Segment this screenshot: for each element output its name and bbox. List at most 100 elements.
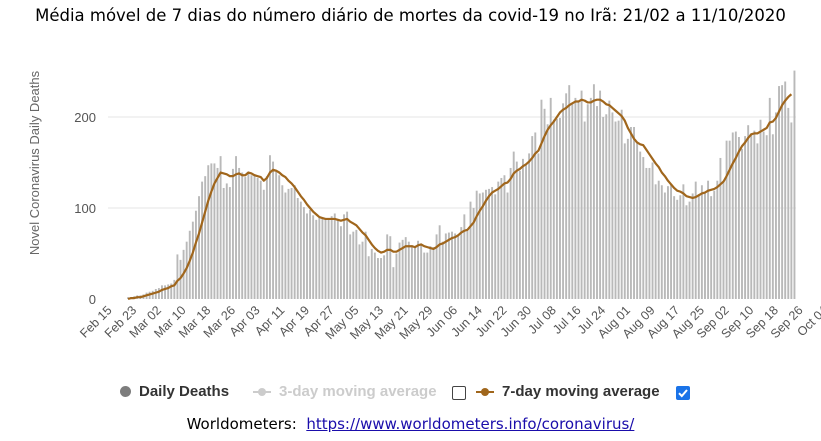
daily-death-bar[interactable] xyxy=(747,125,750,299)
daily-death-bar[interactable] xyxy=(170,283,173,299)
daily-death-bar[interactable] xyxy=(364,231,367,299)
daily-death-bar[interactable] xyxy=(225,183,228,299)
daily-death-bar[interactable] xyxy=(716,180,719,299)
daily-death-bar[interactable] xyxy=(614,121,617,299)
daily-death-bar[interactable] xyxy=(164,285,167,299)
daily-death-bar[interactable] xyxy=(592,84,595,300)
daily-death-bar[interactable] xyxy=(377,258,379,299)
daily-death-bar[interactable] xyxy=(670,184,672,299)
daily-death-bar[interactable] xyxy=(321,218,324,299)
daily-death-bar[interactable] xyxy=(737,137,740,299)
daily-death-bar[interactable] xyxy=(599,90,602,299)
daily-death-bar[interactable] xyxy=(565,93,568,299)
daily-death-bar[interactable] xyxy=(417,240,420,299)
daily-death-bar[interactable] xyxy=(676,199,679,299)
daily-death-bar[interactable] xyxy=(549,97,552,299)
daily-death-bar[interactable] xyxy=(346,211,349,299)
daily-death-bar[interactable] xyxy=(244,177,247,299)
daily-death-bar[interactable] xyxy=(451,231,453,299)
daily-death-bar[interactable] xyxy=(589,97,592,299)
daily-death-bar[interactable] xyxy=(608,100,611,300)
daily-death-bar[interactable] xyxy=(481,192,484,299)
daily-death-bar[interactable] xyxy=(518,170,521,299)
daily-death-bar[interactable] xyxy=(395,253,398,300)
daily-death-bar[interactable] xyxy=(389,236,392,299)
daily-death-bar[interactable] xyxy=(306,213,308,299)
daily-death-bar[interactable] xyxy=(583,121,586,299)
daily-death-bar[interactable] xyxy=(580,90,583,299)
daily-death-bar[interactable] xyxy=(309,209,312,299)
daily-death-bar[interactable] xyxy=(299,201,302,299)
ma3-checkbox[interactable] xyxy=(452,386,466,400)
daily-death-bar[interactable] xyxy=(222,187,225,299)
daily-death-bar[interactable] xyxy=(432,247,435,299)
daily-death-bar[interactable] xyxy=(176,254,179,299)
daily-death-bar[interactable] xyxy=(315,219,318,299)
daily-death-bar[interactable] xyxy=(284,192,287,299)
daily-death-bar[interactable] xyxy=(778,86,780,299)
daily-death-bar[interactable] xyxy=(497,181,500,299)
daily-death-bar[interactable] xyxy=(700,185,703,299)
daily-death-bar[interactable] xyxy=(552,119,555,299)
daily-death-bar[interactable] xyxy=(420,244,423,299)
daily-death-bar[interactable] xyxy=(574,97,577,299)
daily-death-bar[interactable] xyxy=(562,103,565,299)
daily-death-bar[interactable] xyxy=(555,118,558,299)
daily-death-bar[interactable] xyxy=(194,210,197,299)
daily-death-bar[interactable] xyxy=(762,131,765,299)
daily-death-bar[interactable] xyxy=(722,180,725,299)
daily-death-bar[interactable] xyxy=(392,267,395,299)
daily-death-bar[interactable] xyxy=(231,168,234,299)
daily-death-bar[interactable] xyxy=(398,242,401,299)
daily-death-bar[interactable] xyxy=(488,188,490,299)
daily-death-bar[interactable] xyxy=(463,214,466,299)
daily-death-bar[interactable] xyxy=(330,216,333,299)
daily-death-bar[interactable] xyxy=(324,218,327,299)
daily-death-bar[interactable] xyxy=(256,177,259,299)
daily-death-bar[interactable] xyxy=(793,70,796,299)
daily-death-bar[interactable] xyxy=(278,175,281,299)
daily-death-bar[interactable] xyxy=(494,194,497,299)
daily-death-bar[interactable] xyxy=(540,99,543,300)
daily-death-bar[interactable] xyxy=(247,173,250,299)
daily-death-bar[interactable] xyxy=(704,193,706,299)
daily-death-bar[interactable] xyxy=(620,109,623,299)
daily-death-bar[interactable] xyxy=(201,181,204,299)
daily-death-bar[interactable] xyxy=(663,192,666,299)
daily-death-bar[interactable] xyxy=(633,127,635,299)
legend-daily-deaths[interactable]: Daily Deaths xyxy=(120,383,229,400)
daily-death-bar[interactable] xyxy=(756,143,759,299)
daily-death-bar[interactable] xyxy=(571,103,574,299)
daily-death-bar[interactable] xyxy=(559,117,561,299)
daily-death-bar[interactable] xyxy=(472,208,475,299)
daily-death-bar[interactable] xyxy=(444,233,447,299)
daily-death-bar[interactable] xyxy=(685,205,688,299)
daily-death-bar[interactable] xyxy=(586,104,589,299)
daily-death-bar[interactable] xyxy=(568,85,571,300)
daily-death-bar[interactable] xyxy=(250,175,253,299)
ma7-checkbox[interactable] xyxy=(676,386,690,400)
daily-death-bar[interactable] xyxy=(410,245,413,299)
daily-death-bar[interactable] xyxy=(296,197,299,299)
daily-death-bar[interactable] xyxy=(259,180,262,299)
daily-death-bar[interactable] xyxy=(744,136,747,299)
daily-death-bar[interactable] xyxy=(438,225,441,299)
daily-death-bar[interactable] xyxy=(522,158,524,299)
daily-death-bar[interactable] xyxy=(546,124,549,299)
daily-death-bar[interactable] xyxy=(707,180,710,299)
daily-death-bar[interactable] xyxy=(216,167,219,299)
daily-death-bar[interactable] xyxy=(241,172,244,299)
daily-death-bar[interactable] xyxy=(784,81,787,299)
daily-death-bar[interactable] xyxy=(654,184,657,299)
daily-death-bar[interactable] xyxy=(719,157,722,299)
daily-death-bar[interactable] xyxy=(503,175,506,299)
daily-death-bar[interactable] xyxy=(207,165,210,299)
daily-death-bar[interactable] xyxy=(611,112,614,299)
daily-death-bar[interactable] xyxy=(235,156,237,299)
daily-death-bar[interactable] xyxy=(370,248,373,299)
daily-death-bar[interactable] xyxy=(204,176,207,299)
daily-death-bar[interactable] xyxy=(688,201,691,299)
daily-death-bar[interactable] xyxy=(454,233,457,299)
daily-death-bar[interactable] xyxy=(713,190,716,299)
daily-death-bar[interactable] xyxy=(373,252,376,299)
